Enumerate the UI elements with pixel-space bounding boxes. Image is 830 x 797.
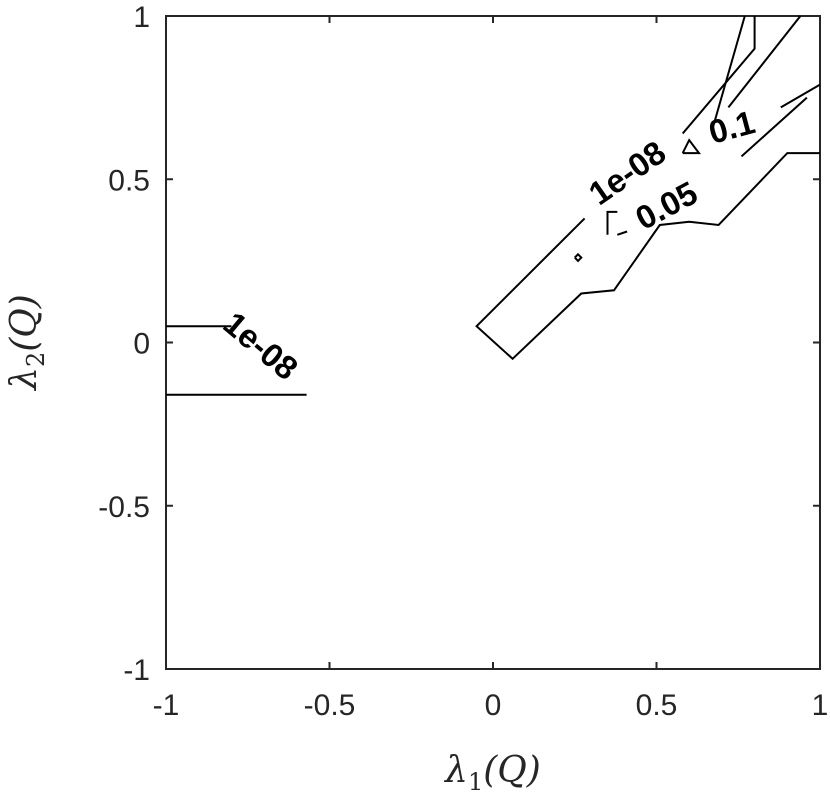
contour-line-0.1 <box>681 138 702 155</box>
contour-line-1e-08 <box>475 152 820 361</box>
y-axis-label: λ2(Q) <box>4 294 50 392</box>
x-tick-label: 1 <box>812 689 829 722</box>
plot-area <box>165 15 821 670</box>
y-tick-label: -0.5 <box>98 491 150 524</box>
contour-line-0.1 <box>711 15 746 131</box>
contour-line-0.1 <box>740 96 808 158</box>
x-axis-label: λ1(Q) <box>443 750 541 796</box>
x-tick-label: -1 <box>153 689 180 722</box>
contour-line-1e-08 <box>681 16 756 135</box>
x-tick-label: 0.5 <box>636 689 678 722</box>
contour-line-0.05 <box>727 15 802 109</box>
y-tick-label: -1 <box>123 654 150 687</box>
contour-line-1e-08 <box>574 252 583 263</box>
y-tick-label: 1 <box>133 1 150 34</box>
x-tick-label: 0 <box>485 689 502 722</box>
contour-line-0.05 <box>606 210 618 235</box>
contour-line-0.1 <box>780 83 821 109</box>
tick-labels: -1 -0.5 0 0.5 1 -1 -0.5 0 0.5 1 <box>98 1 828 722</box>
x-tick-label: -0.5 <box>304 689 356 722</box>
contour-lines <box>166 15 821 396</box>
contour-line-0.05 <box>616 230 628 236</box>
y-tick-label: 0 <box>133 328 150 361</box>
y-tick-label: 0.5 <box>108 164 150 197</box>
axis-ticks <box>165 15 821 670</box>
